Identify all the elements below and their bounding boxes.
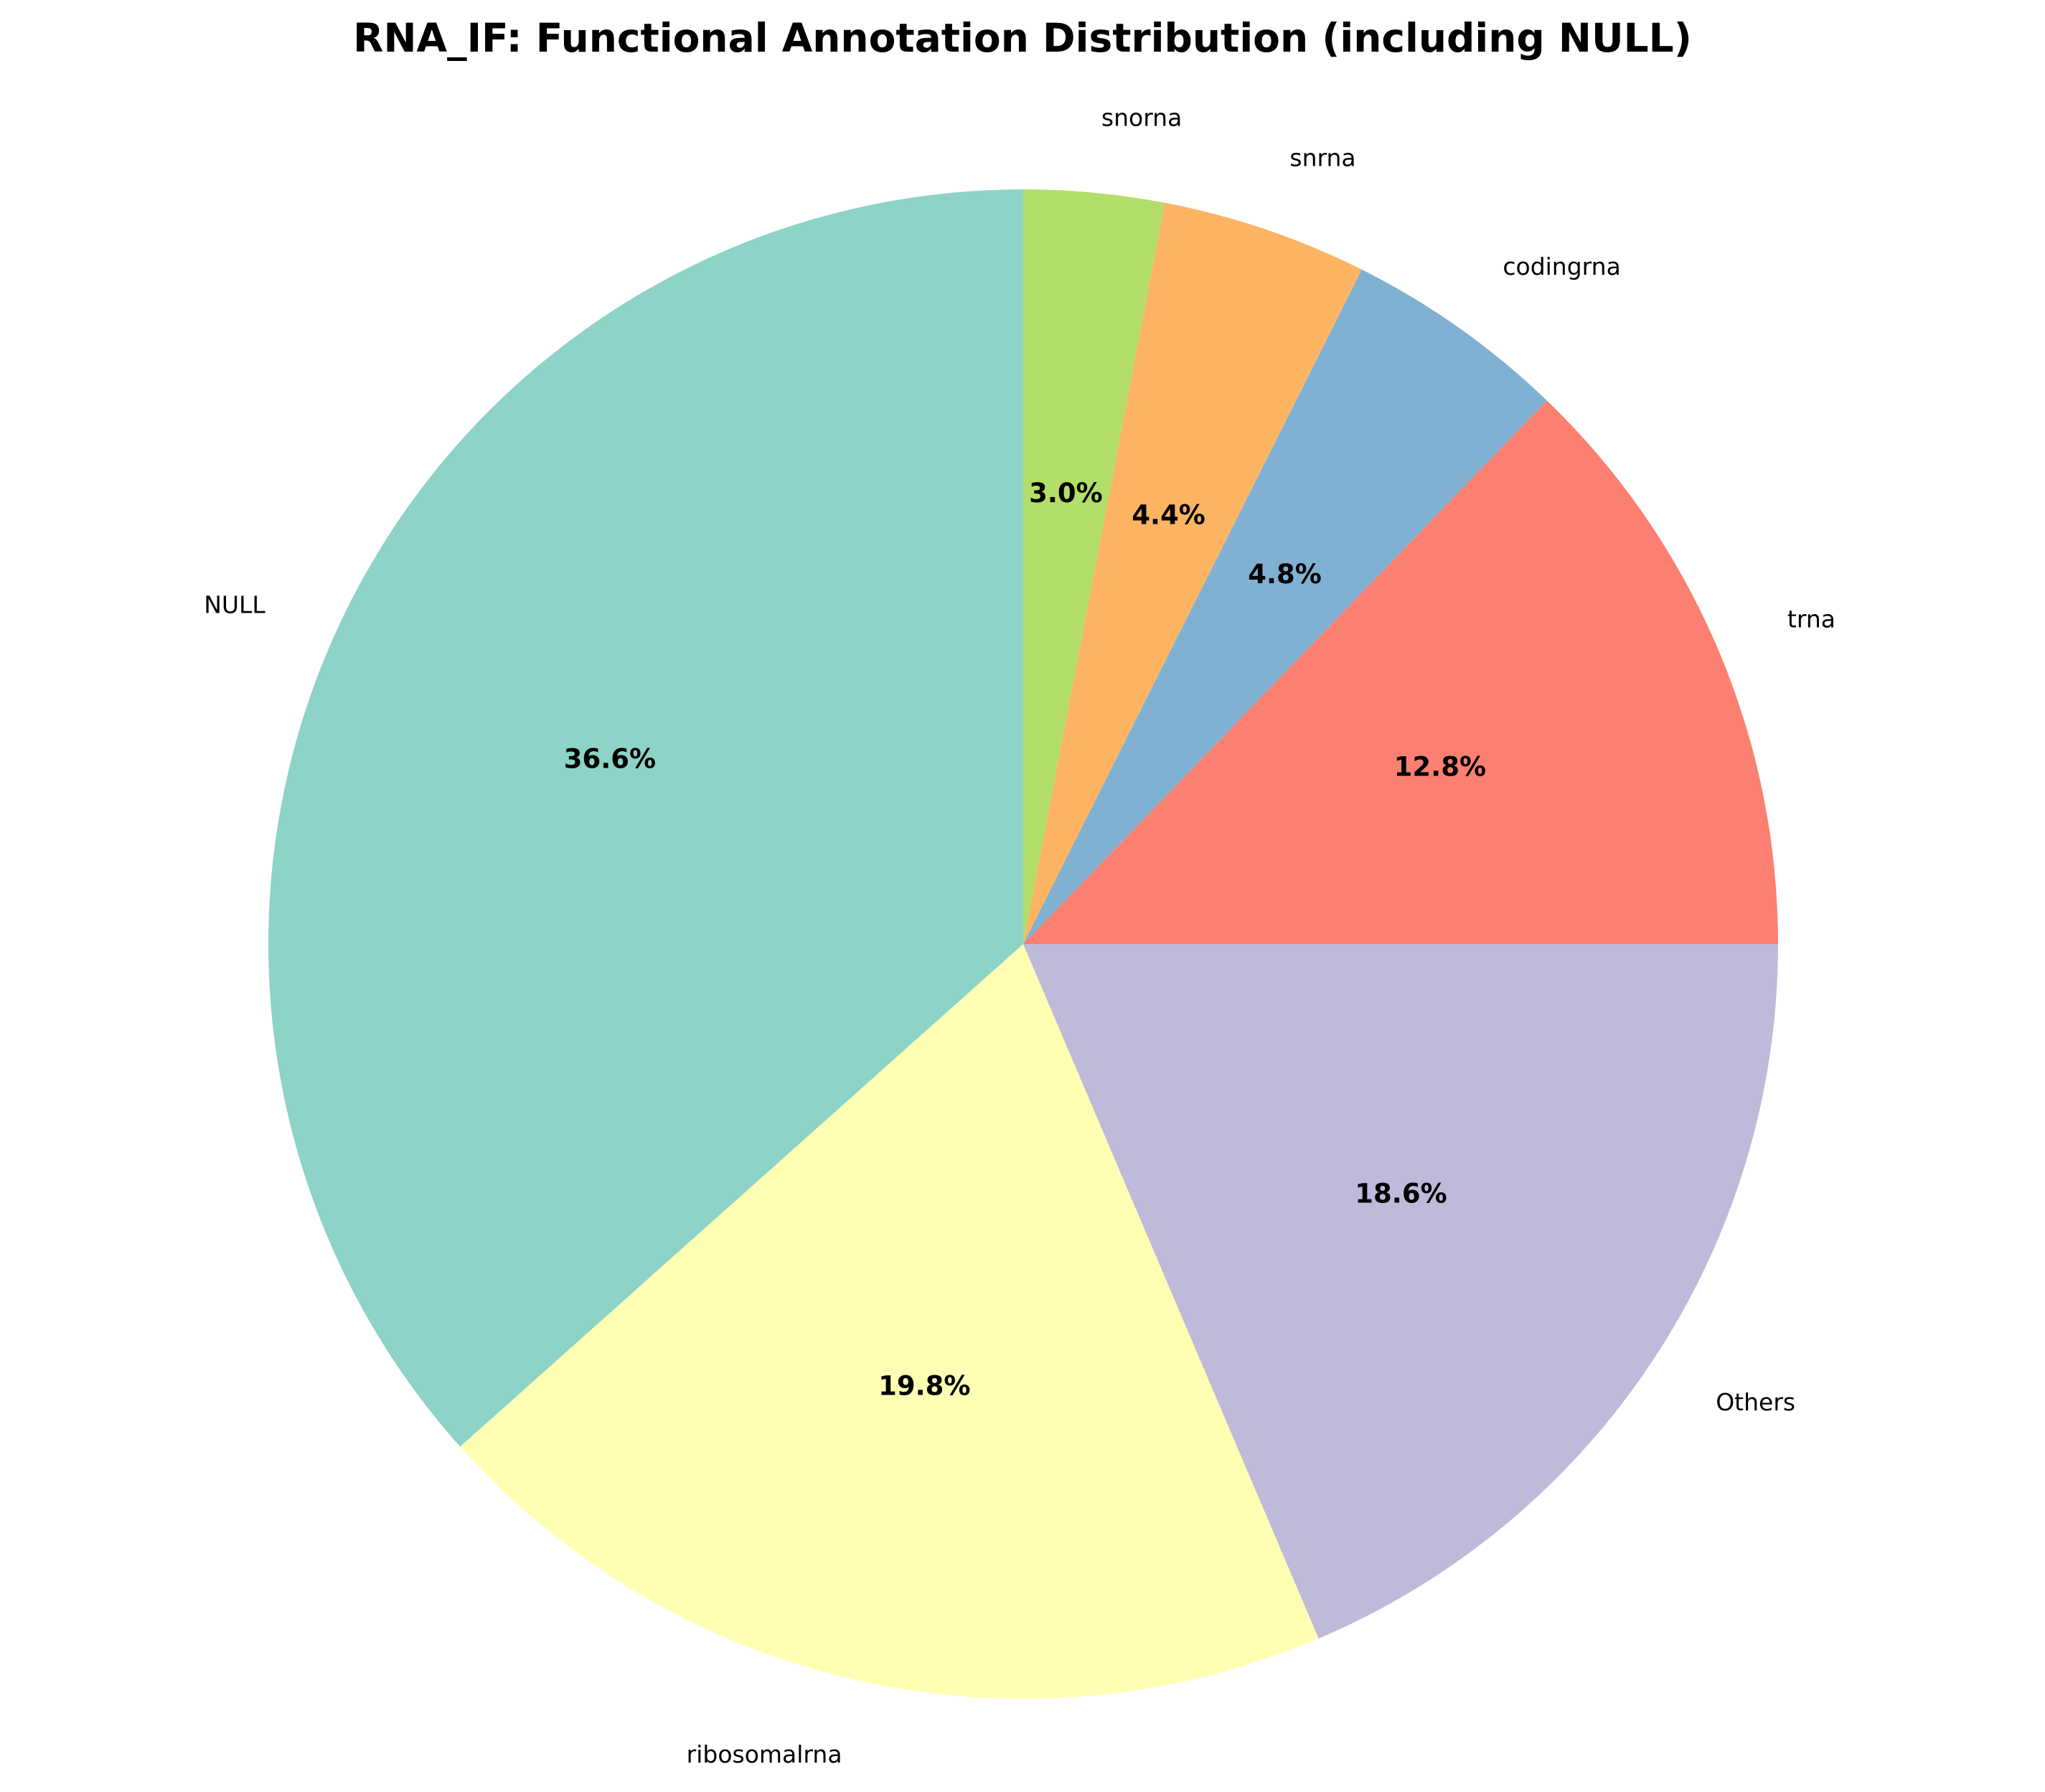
pct-label-snorna: 3.0% (1029, 478, 1103, 509)
pie-slice-others (1023, 944, 1778, 1639)
pie-slice-ribosomalrna (460, 944, 1319, 1699)
pie-slice-snorna (1023, 189, 1165, 944)
slice-label-snrna: snrna (1289, 144, 1355, 172)
pie-slice-trna (1023, 400, 1778, 944)
pie-slice-codingrna (1023, 269, 1547, 944)
slice-label-snorna: snorna (1101, 103, 1182, 131)
chart-title: RNA_IF: Functional Annotation Distributi… (353, 15, 1692, 61)
slice-label-codingrna: codingrna (1503, 253, 1620, 280)
slice-label-others: Others (1716, 1388, 1795, 1416)
pct-label-ribosomalrna: 19.8% (878, 1370, 970, 1401)
pie-slice-null (268, 189, 1024, 1447)
slice-label-ribosomalrna: ribosomalrna (687, 1740, 842, 1768)
percentage-labels: 36.6% 19.8% 18.6% 12.8% 4.8% 4.4% 3.0% (564, 478, 1486, 1401)
pct-label-snrna: 4.4% (1132, 500, 1205, 531)
slice-labels: NULL ribosomalrna Others trna codingrna snrna… (204, 103, 1835, 1768)
slice-label-null: NULL (204, 591, 265, 619)
pie-slice-snrna (1023, 202, 1362, 945)
pct-label-null: 36.6% (564, 744, 656, 775)
pct-label-trna: 12.8% (1394, 751, 1486, 782)
pct-label-others: 18.6% (1355, 1179, 1447, 1209)
pct-label-codingrna: 4.8% (1248, 559, 1322, 590)
pie-slices (268, 189, 1778, 1699)
slice-label-trna: trna (1787, 605, 1835, 633)
